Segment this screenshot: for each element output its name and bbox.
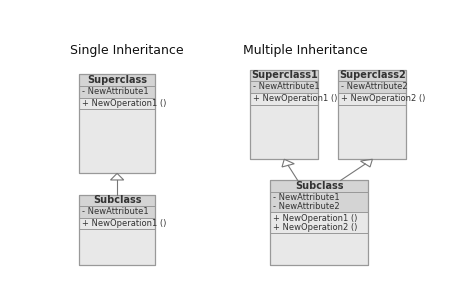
Text: Single Inheritance: Single Inheritance xyxy=(70,44,184,57)
Bar xyxy=(80,218,155,230)
Text: + NewOperation1 (): + NewOperation1 () xyxy=(273,214,357,223)
Bar xyxy=(250,81,318,93)
Text: - NewAttribute2: - NewAttribute2 xyxy=(273,202,340,211)
Bar xyxy=(338,70,406,159)
Bar xyxy=(338,93,406,105)
Bar xyxy=(80,109,155,174)
Bar xyxy=(271,192,368,212)
Text: - NewAttribute2: - NewAttribute2 xyxy=(341,82,408,91)
Bar xyxy=(338,105,406,159)
Bar xyxy=(80,74,155,86)
Bar xyxy=(80,206,155,218)
Bar xyxy=(250,70,318,81)
Text: Subclass: Subclass xyxy=(295,181,343,191)
Text: - NewAttribute1: - NewAttribute1 xyxy=(253,82,319,91)
Text: - NewAttribute1: - NewAttribute1 xyxy=(82,87,149,96)
Text: + NewOperation1 (): + NewOperation1 () xyxy=(82,99,166,108)
Bar xyxy=(80,195,155,265)
Bar xyxy=(250,70,318,159)
Bar xyxy=(250,93,318,105)
Bar xyxy=(80,230,155,265)
Text: + NewOperation1 (): + NewOperation1 () xyxy=(82,219,166,228)
Text: Superclass: Superclass xyxy=(87,75,147,85)
Text: - NewAttribute1: - NewAttribute1 xyxy=(273,193,340,202)
Bar xyxy=(271,181,368,192)
Bar xyxy=(80,195,155,206)
Text: + NewOperation2 (): + NewOperation2 () xyxy=(341,94,425,103)
Text: + NewOperation1 (): + NewOperation1 () xyxy=(253,94,337,103)
Bar xyxy=(80,86,155,98)
Text: Subclass: Subclass xyxy=(93,195,141,205)
Bar xyxy=(271,233,368,265)
Text: Multiple Inheritance: Multiple Inheritance xyxy=(243,44,367,57)
Bar xyxy=(338,70,406,81)
Bar xyxy=(250,105,318,159)
Text: + NewOperation2 (): + NewOperation2 () xyxy=(273,223,357,232)
Bar xyxy=(338,81,406,93)
Bar xyxy=(80,98,155,109)
Bar xyxy=(80,74,155,174)
Text: Superclass1: Superclass1 xyxy=(251,70,318,80)
Bar xyxy=(271,181,368,265)
Text: Superclass2: Superclass2 xyxy=(339,70,406,80)
Bar xyxy=(271,212,368,233)
Text: - NewAttribute1: - NewAttribute1 xyxy=(82,207,149,216)
